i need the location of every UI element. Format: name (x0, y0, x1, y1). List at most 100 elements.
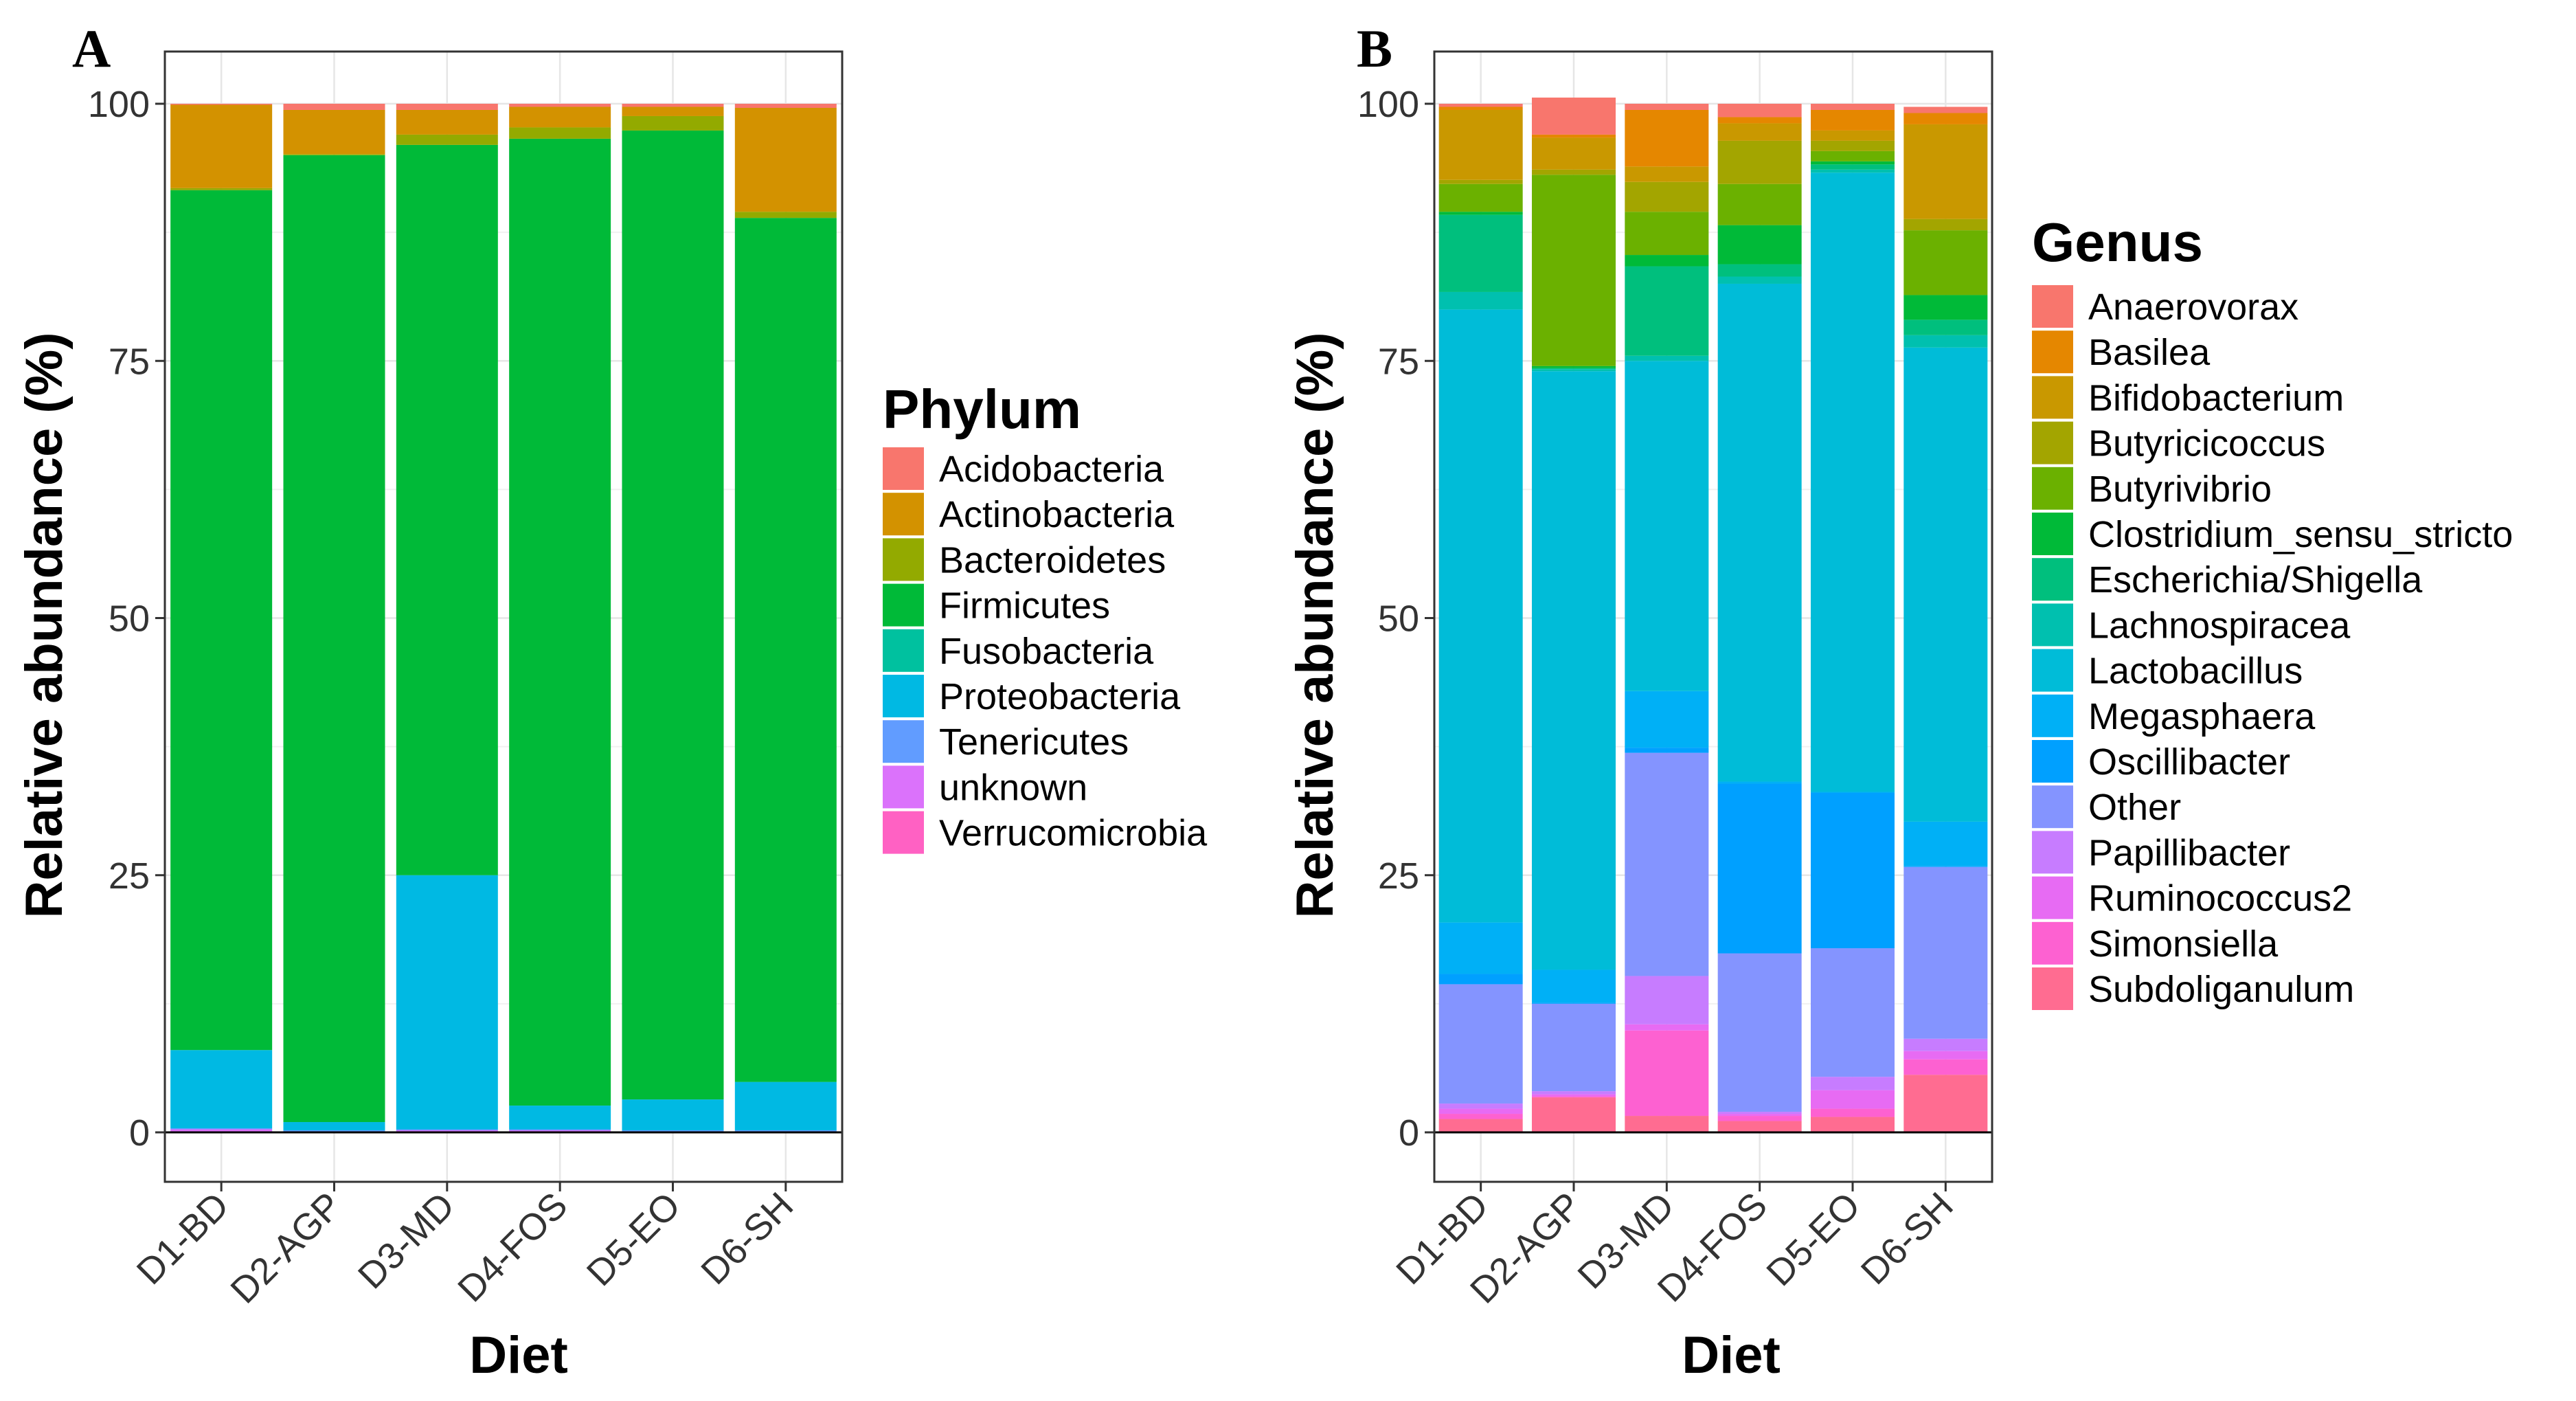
bar-segment-b-D4-FOS-Lactobacillus (1717, 283, 1802, 782)
bar-segment-b-D1-BD-Papillibacter (1438, 1103, 1523, 1109)
panel-label-a: A (72, 19, 111, 78)
panel-background (165, 52, 842, 1182)
bar-segment-b-D6-SH-Simonsiella (1903, 1059, 1988, 1075)
bar-segment-a-D3-MD-Actinobacteria (396, 109, 498, 135)
bar-segment-b-D3-MD-Other (1625, 752, 1709, 976)
bar-segment-a-D6-SH-Acidobacteria (734, 104, 837, 108)
bar-segment-b-D6-SH-Bifidobacterium (1903, 124, 1988, 219)
bar-segment-b-D5-EO-Escherichia-Shigella (1810, 164, 1895, 170)
bar-segment-b-D4-FOS-Subdoliganulum (1717, 1121, 1802, 1132)
bar-segment-b-D2-AGP-Lachnospiracea (1531, 369, 1616, 372)
legend-key-Butyricicoccus (2032, 421, 2073, 464)
bar-segment-b-D6-SH-Butyrivibrio (1903, 230, 1988, 295)
bar-segment-a-D2-AGP-Bacteroidetes (283, 154, 385, 155)
legend-a: Phylum AcidobacteriaActinobacteriaBacter… (883, 379, 1208, 854)
panel-border (163, 50, 844, 1183)
legend-key-Other (2032, 785, 2073, 829)
bar-segment-b-D3-MD-Basilea (1625, 109, 1709, 167)
legend-key-Oscillibacter (2032, 740, 2073, 783)
bar-segment-b-D2-AGP-Oscillibacter (1531, 1002, 1616, 1004)
bar-segment-b-D4-FOS-Megasphaera (1717, 781, 1802, 784)
legend-key-Ruminococcus2 (2032, 876, 2073, 919)
y-tick-label: 100 (88, 84, 150, 125)
legend-key-Subdoliganulum (2032, 967, 2073, 1010)
bar-segment-b-D3-MD-Lachnospiracea (1625, 355, 1709, 361)
bar-segment-b-D2-AGP-Papillibacter (1531, 1091, 1616, 1095)
bar-segment-a-D5-EO-Actinobacteria (622, 107, 724, 116)
legend-key-Megasphaera (2032, 694, 2073, 737)
y-tick-label: 25 (109, 855, 150, 897)
legend-label: Lactobacillus (2088, 651, 2303, 692)
legend-key-Bifidobacterium (2032, 376, 2073, 419)
bar-segment-b-D3-MD-Papillibacter (1625, 976, 1709, 1024)
bar-segment-a-D4-FOS-Actinobacteria (509, 107, 611, 128)
bar-segment-b-D2-AGP-Subdoliganulum (1531, 1097, 1616, 1132)
bar-segment-b-D6-SH-Subdoliganulum (1903, 1075, 1988, 1132)
legend-label: Ruminococcus2 (2088, 878, 2352, 919)
legend-label: Escherichia/Shigella (2088, 559, 2423, 601)
bar-segment-b-D3-MD-Butyricicoccus (1625, 181, 1709, 212)
bar-segment-b-D6-SH-Other (1903, 866, 1988, 1039)
bar-segment-b-D3-MD-Subdoliganulum (1625, 1116, 1709, 1132)
bar-segment-b-D2-AGP-Butyricicoccus (1531, 169, 1616, 175)
bar-segment-b-D6-SH-Ruminococcus2 (1903, 1051, 1988, 1060)
bar-segment-a-D4-FOS-unknown (509, 1130, 611, 1132)
legend-label: Simonsiella (2088, 923, 2279, 965)
bar-segment-b-D1-BD-Subdoliganulum (1438, 1119, 1523, 1132)
bar-segment-b-D2-AGP-Clostridium-sensu-stricto (1531, 366, 1616, 368)
legend-label: Fusobacteria (939, 631, 1154, 672)
x-axis-title-b: Diet (1682, 1326, 1781, 1385)
y-axis-title-a: Relative abundance (%) (15, 332, 74, 918)
bar-segment-b-D5-EO-Subdoliganulum (1810, 1117, 1895, 1132)
bar-segment-a-D2-AGP-Actinobacteria (283, 109, 385, 155)
bar-segment-a-D3-MD-Firmicutes (396, 144, 498, 875)
legend-key-Butyrivibrio (2032, 467, 2073, 510)
bar-segment-b-D3-MD-Ruminococcus2 (1625, 1024, 1709, 1031)
legend-label: Bacteroidetes (939, 539, 1166, 581)
legend-key-Fusobacteria (883, 629, 924, 672)
legend-key-Escherichia-Shigella (2032, 558, 2073, 601)
panel-background (1434, 52, 1992, 1182)
bar-segment-b-D4-FOS-Butyricicoccus (1717, 140, 1802, 184)
bar-segment-b-D2-AGP-Butyrivibrio (1531, 175, 1616, 366)
bar-segment-b-D1-BD-Megasphaera (1438, 922, 1523, 974)
y-tick-label: 25 (1378, 855, 1419, 897)
bar-segment-a-D6-SH-Actinobacteria (734, 107, 837, 212)
bar-segment-b-D4-FOS-Oscillibacter (1717, 783, 1802, 954)
legend-title-a: Phylum (883, 379, 1081, 440)
bar-segment-b-D4-FOS-Other (1717, 953, 1802, 1112)
bar-segment-b-D5-EO-Bifidobacterium (1810, 130, 1895, 141)
bar-segment-b-D6-SH-Lachnospiracea (1903, 335, 1988, 348)
y-tick-label: 0 (1399, 1112, 1419, 1154)
bar-segment-b-D2-AGP-Bifidobacterium (1531, 137, 1616, 170)
bar-segment-b-D1-BD-Bifidobacterium (1438, 109, 1523, 180)
panel-border (1433, 50, 1993, 1183)
bar-segment-a-D2-AGP-Acidobacteria (283, 104, 385, 110)
bar-segment-b-D5-EO-Basilea (1810, 109, 1895, 131)
legend-label: Other (2088, 787, 2181, 828)
bar-segment-b-D1-BD-Basilea (1438, 107, 1523, 110)
bar-segment-b-D1-BD-Butyricicoccus (1438, 179, 1523, 184)
bar-segment-a-D1-BD-Tenericutes (170, 1128, 273, 1130)
bar-segment-a-D3-MD-unknown (396, 1130, 498, 1132)
legend-label: Anaerovorax (2088, 287, 2298, 328)
bar-segment-b-D4-FOS-Papillibacter (1717, 1112, 1802, 1114)
bar-segment-b-D1-BD-Oscillibacter (1438, 974, 1523, 985)
bar-segment-b-D2-AGP-Anaerovorax (1531, 98, 1616, 135)
bar-segment-b-D5-EO-Other (1810, 948, 1895, 1077)
bar-segment-a-D6-SH-Proteobacteria (734, 1081, 837, 1131)
legend-key-Lachnospiracea (2032, 603, 2073, 647)
legend-title-b: Genus (2032, 212, 2203, 273)
y-axis-title-b: Relative abundance (%) (1286, 332, 1344, 918)
bar-segment-a-D5-EO-Proteobacteria (622, 1099, 724, 1131)
bar-segment-b-D3-MD-Escherichia-Shigella (1625, 266, 1709, 356)
bar-segment-b-D4-FOS-Basilea (1717, 117, 1802, 124)
legend-label: Papillibacter (2088, 832, 2290, 873)
bar-segment-b-D1-BD-Simonsiella (1438, 1114, 1523, 1119)
bar-segment-a-D4-FOS-Firmicutes (509, 138, 611, 1106)
bar-segment-b-D5-EO-Ruminococcus2 (1810, 1090, 1895, 1109)
bar-segment-a-D5-EO-Bacteroidetes (622, 115, 724, 131)
